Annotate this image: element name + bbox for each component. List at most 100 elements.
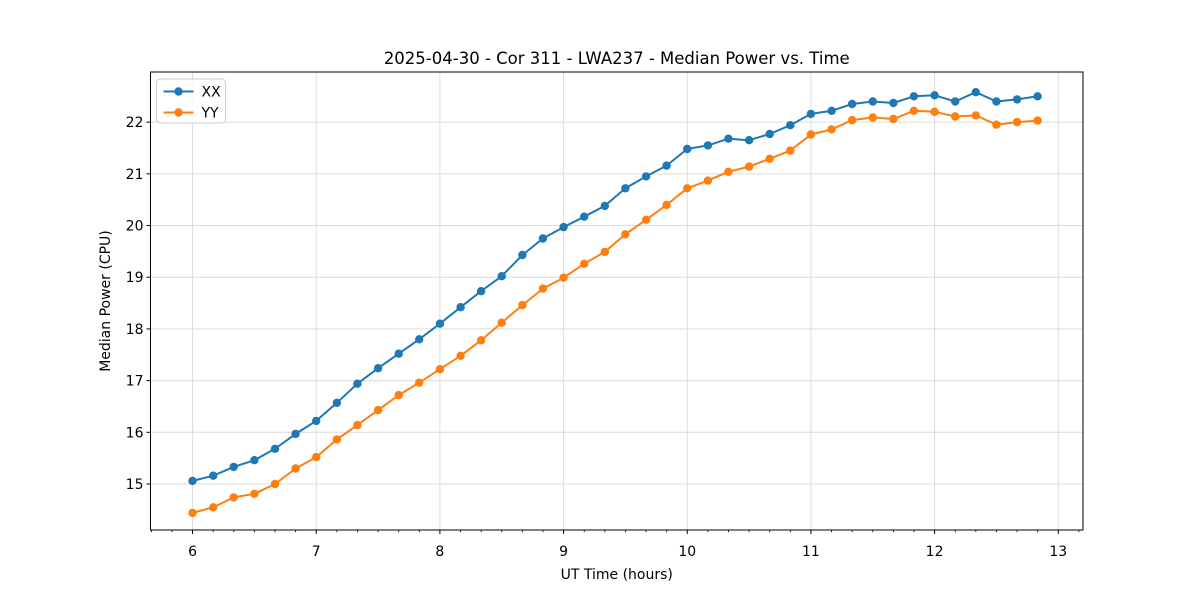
data-point-YY (683, 184, 692, 193)
x-tick-label: 13 (1049, 544, 1067, 560)
data-point-XX (1033, 92, 1042, 101)
data-point-XX (806, 109, 816, 119)
data-point-YY (703, 176, 713, 185)
data-point-YY (951, 112, 960, 121)
data-point-XX (744, 136, 754, 145)
data-point-XX (909, 92, 919, 101)
x-tick-label: 11 (802, 544, 820, 560)
data-point-XX (889, 98, 898, 108)
data-point-YY (353, 420, 362, 430)
data-point-YY (930, 107, 939, 117)
data-point-XX (270, 444, 280, 453)
data-point-YY (806, 130, 816, 139)
data-point-YY (291, 464, 300, 473)
data-point-XX (538, 234, 548, 243)
x-tick-label: 8 (435, 544, 444, 560)
data-point-YY (909, 106, 919, 116)
data-point-XX (415, 335, 424, 344)
data-point-YY (229, 493, 238, 502)
plot-border (150, 71, 1084, 531)
x-axis-label: UT Time (hours) (561, 567, 673, 583)
data-point-XX (209, 471, 218, 480)
y-tick-label: 21 (126, 167, 144, 183)
data-point-YY (662, 200, 671, 210)
data-point-YY (435, 365, 445, 374)
series-markers-YY (188, 106, 1042, 518)
data-point-YY (373, 405, 383, 415)
data-point-XX (703, 141, 713, 150)
data-point-XX (229, 462, 238, 472)
data-point-YY (456, 351, 465, 360)
x-minor-ticks (150, 530, 1080, 533)
data-point-XX (621, 184, 630, 193)
data-point-XX (724, 134, 733, 143)
data-point-YY (992, 120, 1001, 129)
data-point-XX (476, 287, 486, 296)
y-tick-label: 19 (126, 270, 144, 286)
data-point-YY (580, 259, 589, 268)
data-point-XX (518, 250, 527, 260)
y-tick-label: 17 (126, 374, 144, 390)
legend-label-YY: YY (201, 106, 220, 122)
data-point-YY (600, 247, 609, 257)
grid-lines (150, 72, 1083, 530)
y-tick-label: 20 (126, 219, 144, 235)
data-point-XX (291, 429, 300, 439)
data-point-XX (373, 364, 383, 373)
data-point-YY (827, 125, 836, 134)
data-point-XX (353, 379, 362, 388)
series-markers-XX (188, 88, 1042, 486)
data-point-XX (250, 456, 259, 465)
data-point-XX (868, 97, 877, 106)
data-point-YY (270, 479, 280, 489)
data-point-YY (847, 115, 857, 125)
data-point-YY (971, 111, 980, 120)
data-point-YY (559, 273, 568, 282)
x-tick-label: 7 (312, 544, 321, 560)
data-point-YY (868, 113, 877, 122)
y-tick-label: 22 (126, 115, 144, 131)
data-point-XX (847, 99, 857, 109)
data-point-YY (1012, 117, 1022, 127)
data-point-XX (662, 161, 671, 170)
data-point-YY (476, 336, 486, 345)
data-point-YY (1033, 116, 1042, 125)
data-point-YY (188, 508, 197, 518)
y-axis-label: Median Power (CPU) (98, 230, 114, 372)
data-point-YY (209, 503, 218, 512)
data-point-XX (497, 272, 506, 281)
y-tick-label: 16 (126, 425, 144, 441)
data-point-YY (786, 146, 795, 155)
data-point-YY (332, 435, 342, 444)
y-tick-label: 18 (126, 322, 144, 338)
data-point-XX (580, 212, 589, 221)
x-tick-label: 9 (559, 544, 568, 560)
chart-title: 2025-04-30 - Cor 311 - LWA237 - Median P… (384, 49, 850, 68)
data-point-YY (497, 318, 506, 327)
data-point-YY (889, 114, 898, 124)
data-point-XX (951, 97, 960, 106)
data-point-YY (621, 230, 630, 239)
series-line-YY (192, 109, 1038, 514)
data-point-XX (641, 172, 651, 181)
data-point-XX (456, 303, 465, 312)
data-point-YY (250, 489, 259, 498)
data-point-YY (744, 162, 754, 171)
data-point-XX (600, 201, 609, 211)
data-point-YY (518, 300, 527, 310)
data-point-YY (538, 284, 548, 293)
x-axis (192, 530, 1059, 534)
data-point-YY (724, 167, 733, 176)
data-point-XX (435, 319, 445, 328)
x-tick-label: 6 (188, 544, 197, 560)
legend-marker-XX (174, 87, 183, 96)
legend-marker-YY (174, 108, 183, 117)
data-point-XX (332, 398, 342, 407)
data-point-YY (312, 452, 321, 462)
data-point-XX (930, 91, 939, 100)
data-point-YY (765, 154, 774, 163)
data-point-XX (394, 349, 403, 358)
x-tick-label: 10 (678, 544, 696, 560)
legend (156, 78, 226, 124)
